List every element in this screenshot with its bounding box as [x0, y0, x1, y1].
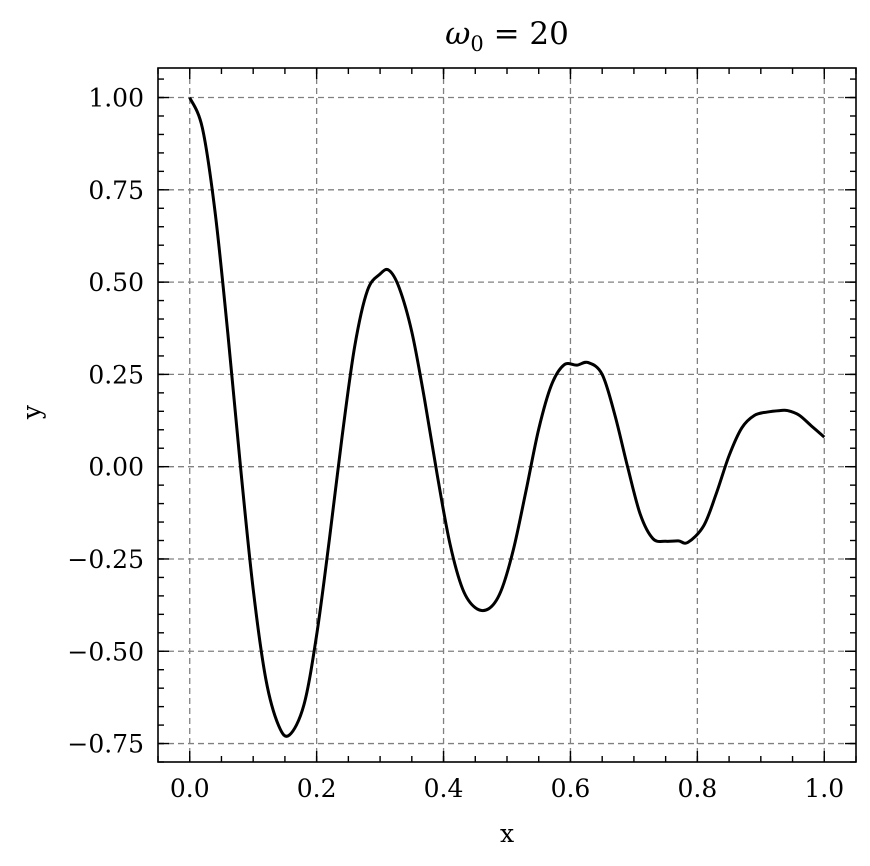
x-tick-label: 0.4: [424, 774, 464, 803]
title-symbol: ω: [445, 16, 470, 52]
x-tick-label: 1.0: [804, 774, 844, 803]
title-rest: = 20: [484, 16, 569, 52]
chart-title: ω0 = 20: [445, 16, 569, 56]
series-group: [188, 96, 826, 738]
x-tick-labels: 0.0 0.2 0.4 0.6 0.8 1.0: [170, 774, 844, 803]
y-tick-label: −0.50: [67, 637, 144, 666]
y-tick-label: −0.25: [67, 545, 144, 574]
ticks: [157, 68, 857, 763]
y-axis-label: y: [17, 404, 46, 420]
title-subscript: 0: [470, 32, 483, 56]
x-tick-label: 0.8: [677, 774, 717, 803]
y-tick-label: −0.75: [67, 730, 144, 759]
x-tick-label: 0.2: [297, 774, 337, 803]
y-tick-labels: 1.00 0.75 0.50 0.25 0.00 −0.25 −0.50 −0.75: [67, 84, 144, 759]
y-tick-label: 0.00: [88, 453, 144, 482]
y-tick-label: 1.00: [88, 84, 144, 113]
x-tick-label: 0.0: [170, 774, 210, 803]
x-axis-label: x: [500, 819, 514, 848]
grid-lines: [158, 68, 856, 762]
y-tick-label: 0.25: [88, 360, 144, 389]
series-line: [188, 96, 826, 738]
x-tick-label: 0.6: [551, 774, 591, 803]
y-tick-label: 0.50: [88, 268, 144, 297]
y-tick-label: 0.75: [88, 176, 144, 205]
